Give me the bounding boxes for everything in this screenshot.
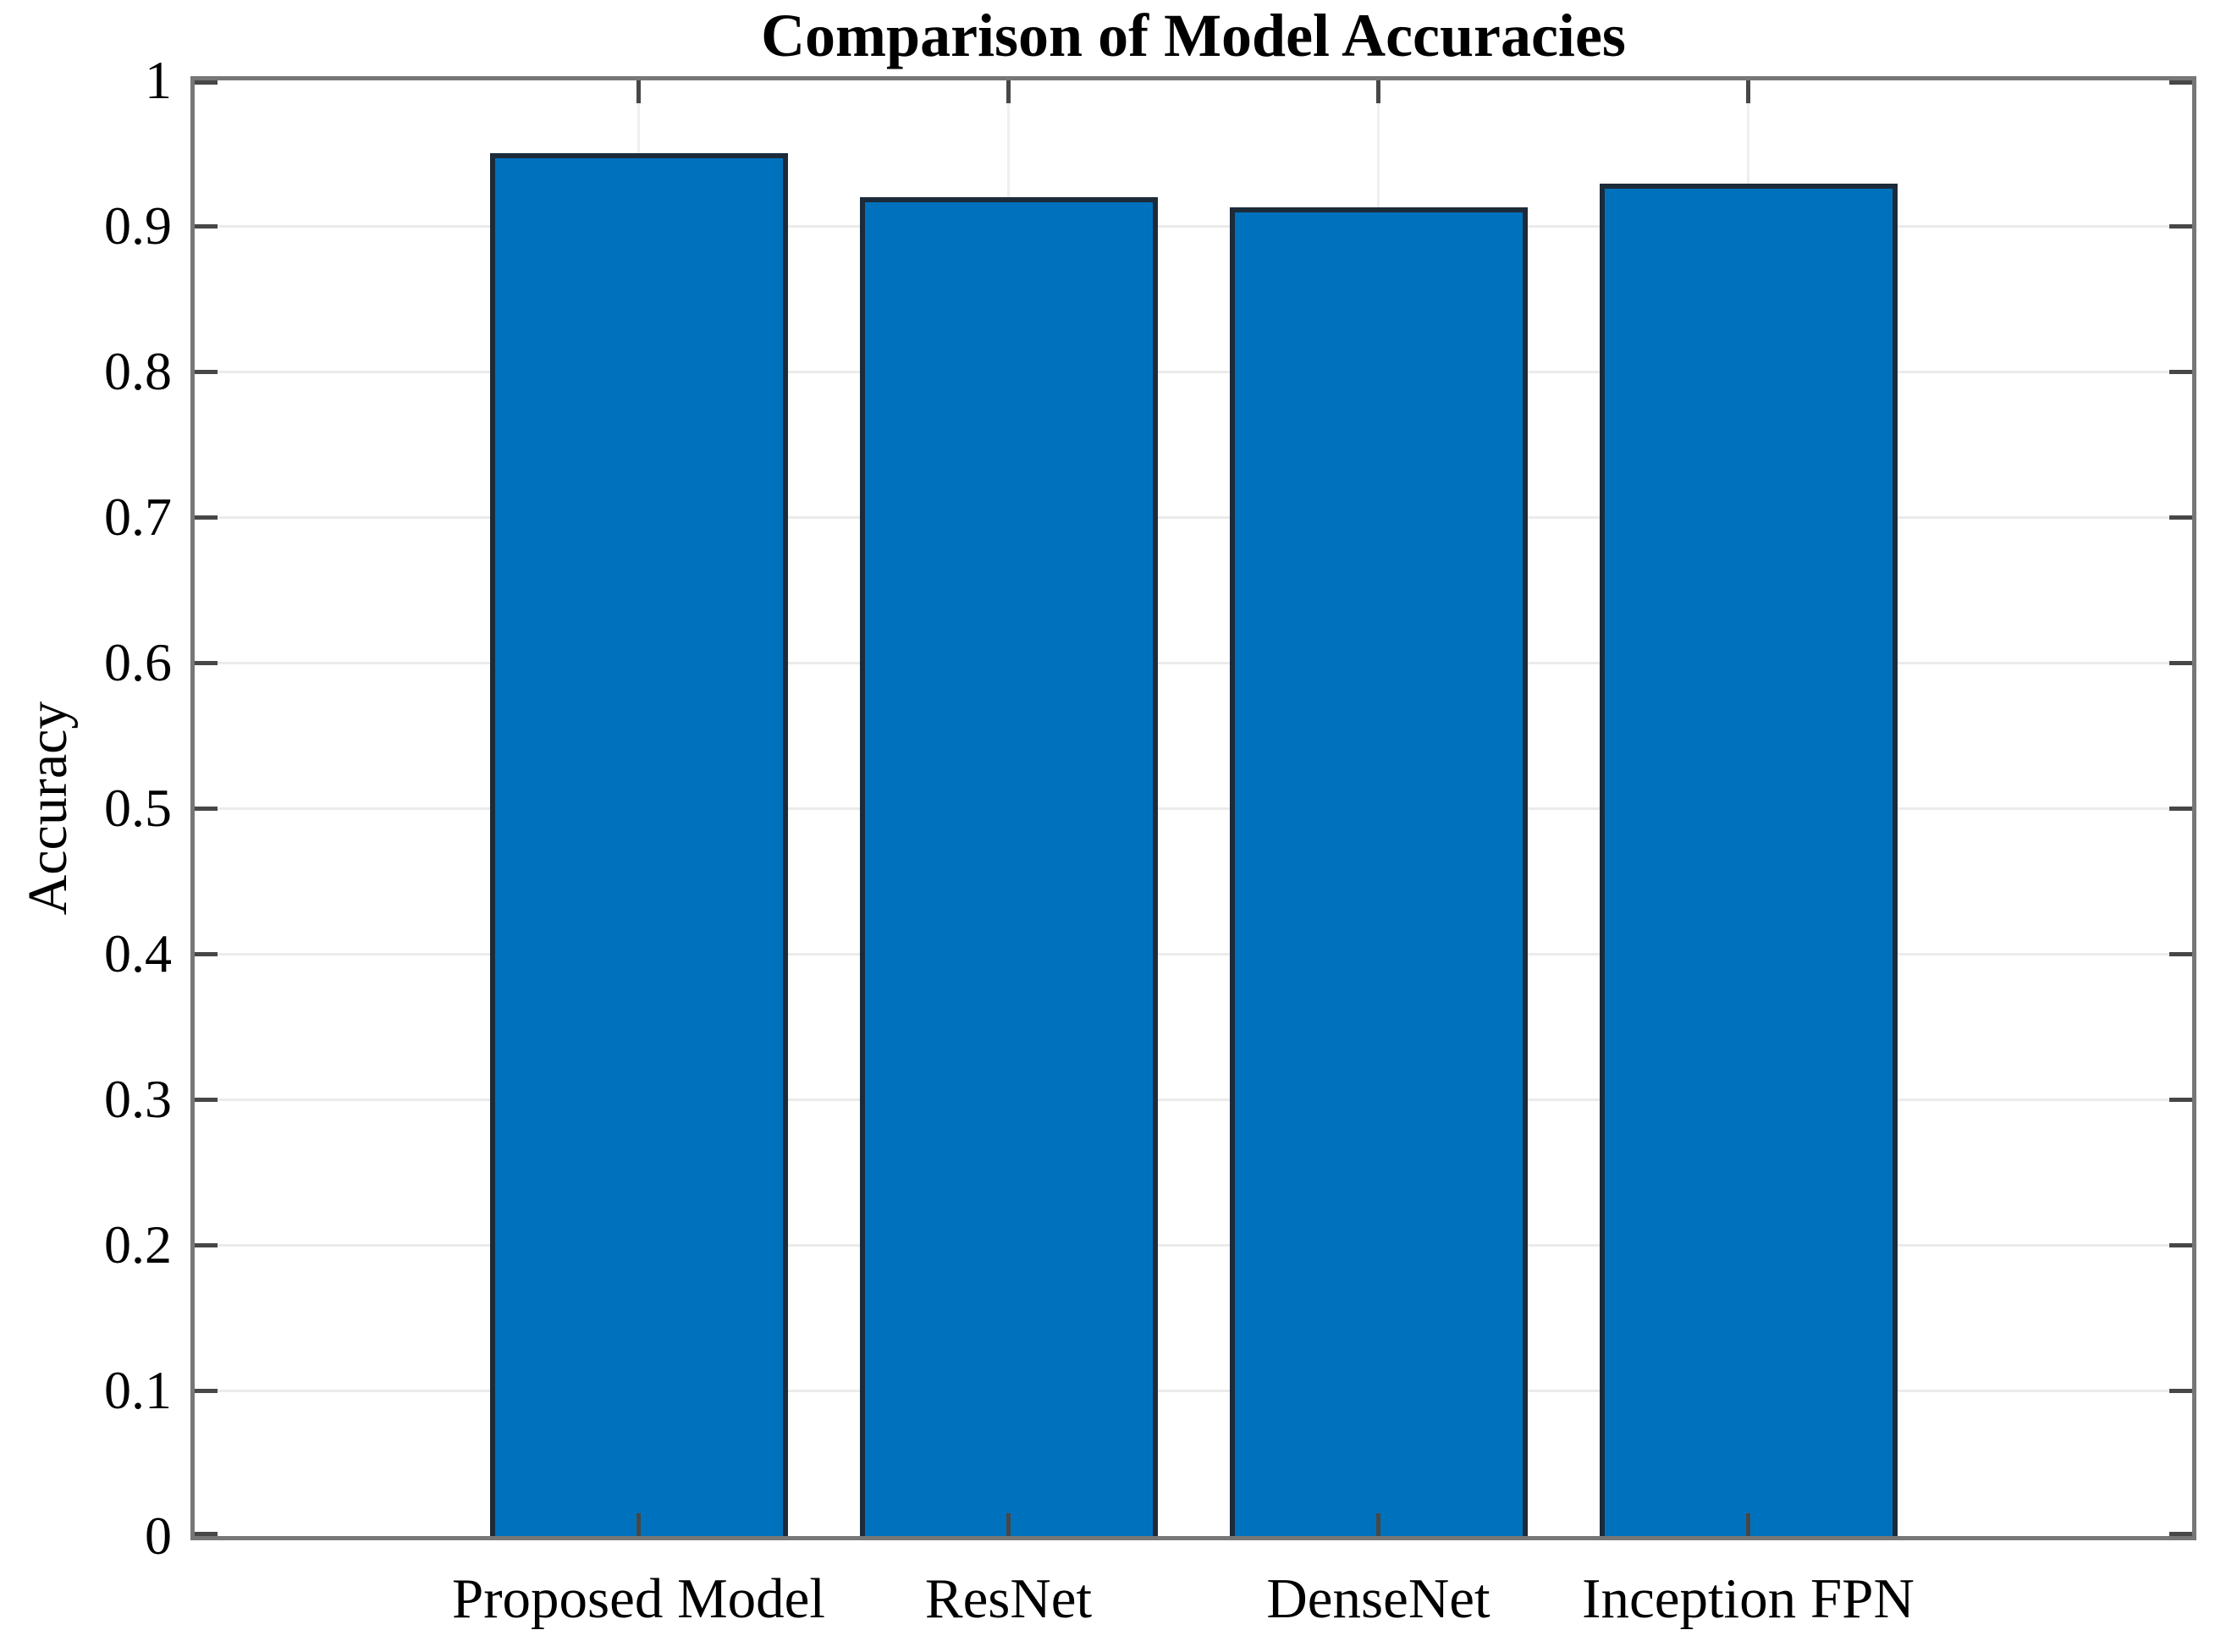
y-tick-label: 1 <box>145 50 172 110</box>
y-gridline <box>195 1243 2192 1247</box>
y-tick-right <box>2169 80 2192 85</box>
y-tick-right <box>2169 660 2192 665</box>
y-gridline <box>195 515 2192 519</box>
y-tick-right <box>2169 806 2192 811</box>
y-tick-left <box>195 1388 218 1393</box>
x-tick-top <box>1746 80 1750 103</box>
y-tick-label: 0.8 <box>104 341 172 401</box>
y-gridline <box>195 370 2192 373</box>
x-tick-label: Inception FPN <box>1582 1567 1915 1630</box>
y-gridline <box>195 661 2192 664</box>
y-tick-label: 0.4 <box>104 923 172 983</box>
y-tick-label: 0 <box>145 1506 172 1566</box>
y-tick-right <box>2169 223 2192 229</box>
y-tick-label: 0.3 <box>104 1069 172 1129</box>
x-tick-bottom <box>636 1513 641 1536</box>
bar <box>1599 184 1898 1536</box>
bar <box>489 153 788 1536</box>
x-tick-bottom <box>1746 1513 1750 1536</box>
y-tick-left <box>195 223 218 229</box>
bar <box>859 196 1158 1536</box>
y-tick-left <box>195 80 218 85</box>
y-tick-left <box>195 1097 218 1102</box>
y-tick-left <box>195 951 218 956</box>
bar <box>1229 206 1528 1536</box>
y-gridline <box>195 1098 2192 1101</box>
y-tick-left <box>195 369 218 374</box>
y-tick-right <box>2169 1388 2192 1393</box>
y-tick-right <box>2169 1532 2192 1536</box>
y-gridline <box>195 1389 2192 1392</box>
bar-layer <box>195 80 2192 1536</box>
y-tick-left <box>195 1532 218 1536</box>
y-tick-left <box>195 515 218 520</box>
y-tick-left <box>195 1242 218 1247</box>
chart-title: Comparison of Model Accuracies <box>761 2 1626 69</box>
y-tick-label: 0.1 <box>104 1360 172 1420</box>
x-tick-top <box>636 80 641 103</box>
y-tick-label: 0.6 <box>104 632 172 692</box>
y-gridline <box>195 807 2192 810</box>
x-tick-top <box>1376 80 1380 103</box>
y-gridline <box>195 952 2192 955</box>
x-tick-bottom <box>1376 1513 1380 1536</box>
y-tick-label: 0.5 <box>104 778 172 838</box>
y-tick-label: 0.7 <box>104 487 172 547</box>
plot-area <box>190 76 2196 1540</box>
x-tick-bottom <box>1006 1513 1011 1536</box>
y-tick-label: 0.9 <box>104 195 172 256</box>
y-tick-left <box>195 660 218 665</box>
x-tick-label: DenseNet <box>1266 1567 1490 1630</box>
y-tick-label: 0.2 <box>104 1214 172 1275</box>
y-tick-left <box>195 806 218 811</box>
x-tick-label: ResNet <box>924 1567 1093 1630</box>
y-gridline <box>195 224 2192 228</box>
y-tick-right <box>2169 369 2192 374</box>
y-tick-right <box>2169 951 2192 956</box>
x-tick-top <box>1006 80 1011 103</box>
y-tick-right <box>2169 515 2192 520</box>
tick-layer <box>195 80 2192 1536</box>
y-tick-right <box>2169 1097 2192 1102</box>
y-tick-right <box>2169 1242 2192 1247</box>
x-tick-label: Proposed Model <box>451 1567 826 1630</box>
